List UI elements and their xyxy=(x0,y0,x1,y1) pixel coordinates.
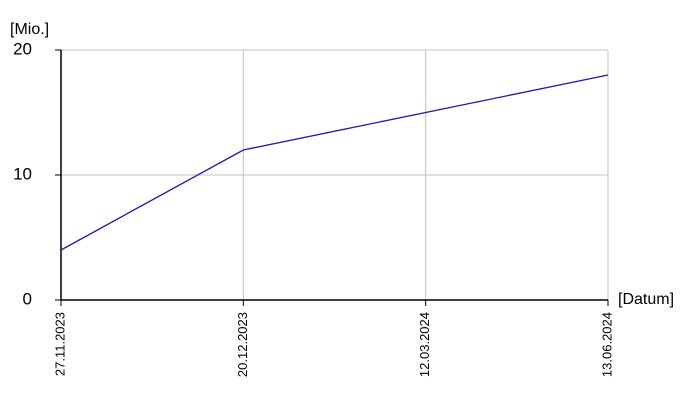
x-tick-label: 20.12.2023 xyxy=(235,312,250,377)
x-tick-label: 12.03.2024 xyxy=(417,312,432,377)
y-tick-label: 20 xyxy=(13,39,32,58)
data-line xyxy=(60,74,609,251)
x-tick-label: 27.11.2023 xyxy=(52,312,67,376)
y-axis-label: [Mio.] xyxy=(10,21,49,38)
y-tick-label: 0 xyxy=(23,289,32,308)
x-tick-label: 13.06.2024 xyxy=(599,312,614,377)
x-axis-label: [Datum] xyxy=(618,291,674,308)
y-tick-label: 10 xyxy=(13,164,32,183)
